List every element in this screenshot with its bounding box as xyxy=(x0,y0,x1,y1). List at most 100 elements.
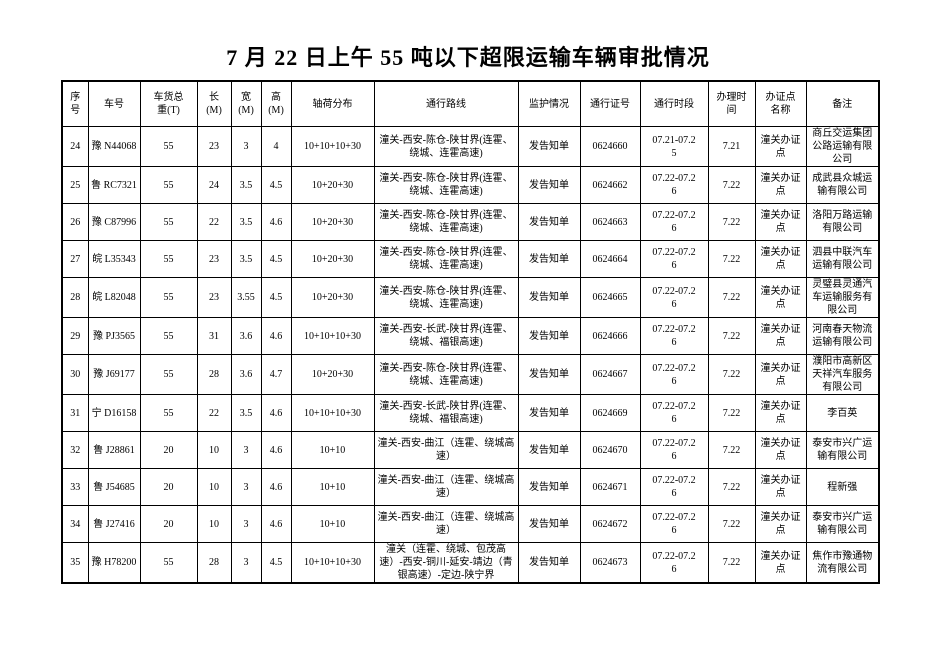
column-header: 办理时 间 xyxy=(707,80,756,127)
cell-valid-period: 07.22-07.26 xyxy=(639,166,709,204)
cell-route: 潼关-西安-曲江（连霍、绕城高速） xyxy=(373,505,519,543)
cell-route: 潼关-西安-陈仓-陕甘界(连霍、绕城、连霍高速) xyxy=(373,354,519,395)
cell-permit-no: 0624671 xyxy=(579,468,641,506)
cell-valid-period: 07.22-07.26 xyxy=(639,542,709,584)
cell-length: 10 xyxy=(196,431,232,469)
cell-remark: 焦作市豫通物流有限公司 xyxy=(805,542,880,584)
cell-total-weight: 20 xyxy=(139,505,198,543)
cell-route: 潼关-西安-曲江（连霍、绕城高速） xyxy=(373,468,519,506)
cell-remark: 灵璧县灵通汽车运输服务有限公司 xyxy=(805,277,880,318)
column-header: 通行路线 xyxy=(373,80,519,127)
cell-supervision: 发告知单 xyxy=(517,166,581,204)
cell-plate: 鲁 J27416 xyxy=(87,505,141,543)
column-header: 通行证号 xyxy=(579,80,641,127)
cell-plate: 皖 L82048 xyxy=(87,277,141,318)
cell-office-name: 潼关办证点 xyxy=(754,431,807,469)
cell-valid-period: 07.22-07.26 xyxy=(639,240,709,278)
cell-height: 4 xyxy=(260,126,292,167)
cell-process-date: 7.22 xyxy=(707,468,756,506)
cell-plate: 豫 C87996 xyxy=(87,203,141,241)
cell-total-weight: 20 xyxy=(139,468,198,506)
cell-height: 4.7 xyxy=(260,354,292,395)
cell-length: 31 xyxy=(196,317,232,355)
cell-width: 3 xyxy=(230,505,262,543)
cell-process-date: 7.21 xyxy=(707,126,756,167)
cell-valid-period: 07.22-07.26 xyxy=(639,505,709,543)
cell-height: 4.5 xyxy=(260,277,292,318)
cell-length: 24 xyxy=(196,166,232,204)
cell-seq: 27 xyxy=(61,240,89,278)
cell-permit-no: 0624665 xyxy=(579,277,641,318)
cell-total-weight: 55 xyxy=(139,354,198,395)
column-header: 序 号 xyxy=(61,80,89,127)
cell-length: 28 xyxy=(196,354,232,395)
cell-height: 4.6 xyxy=(260,468,292,506)
column-header: 办证点 名称 xyxy=(754,80,807,127)
cell-route: 潼关-西安-陈仓-陕甘界(连霍、绕城、连霍高速) xyxy=(373,126,519,167)
cell-office-name: 潼关办证点 xyxy=(754,354,807,395)
cell-height: 4.6 xyxy=(260,203,292,241)
table-row: 25 鲁 RC7321 55 24 3.5 4.5 10+20+30 潼关-西安-陈仓-陕甘界… xyxy=(61,166,880,204)
cell-valid-period: 07.21-07.25 xyxy=(639,126,709,167)
cell-remark: 商丘交运集团公路运输有限公司 xyxy=(805,126,880,167)
cell-axle-load: 10+10 xyxy=(290,468,375,506)
cell-seq: 30 xyxy=(61,354,89,395)
cell-axle-load: 10+10 xyxy=(290,431,375,469)
cell-width: 3 xyxy=(230,542,262,584)
table-row: 30 豫 J69177 55 28 3.6 4.7 10+20+30 潼关-西安-陈仓-陕甘界… xyxy=(61,354,880,395)
cell-total-weight: 55 xyxy=(139,166,198,204)
cell-width: 3.5 xyxy=(230,203,262,241)
cell-route: 潼关-西安-长武-陕甘界(连霍、绕城、福银高速) xyxy=(373,394,519,432)
table-row: 27 皖 L35343 55 23 3.5 4.5 10+20+30 潼关-西安-陈仓-陕甘界… xyxy=(61,240,880,278)
table-row: 34 鲁 J27416 20 10 3 4.6 10+10 潼关-西安-曲江（连霍、绕城高速）… xyxy=(61,505,880,543)
cell-permit-no: 0624670 xyxy=(579,431,641,469)
cell-height: 4.5 xyxy=(260,240,292,278)
table-row: 32 鲁 J28861 20 10 3 4.6 10+10 潼关-西安-曲江（连霍、绕城高速）… xyxy=(61,431,880,469)
cell-seq: 34 xyxy=(61,505,89,543)
cell-height: 4.6 xyxy=(260,394,292,432)
cell-process-date: 7.22 xyxy=(707,354,756,395)
column-header: 备注 xyxy=(805,80,880,127)
cell-valid-period: 07.22-07.26 xyxy=(639,394,709,432)
cell-axle-load: 10+10 xyxy=(290,505,375,543)
cell-plate: 豫 PJ3565 xyxy=(87,317,141,355)
cell-axle-load: 10+10+10+30 xyxy=(290,394,375,432)
cell-seq: 31 xyxy=(61,394,89,432)
cell-valid-period: 07.22-07.26 xyxy=(639,203,709,241)
cell-seq: 33 xyxy=(61,468,89,506)
cell-route: 潼关-西安-长武-陕甘界(连霍、绕城、福银高速) xyxy=(373,317,519,355)
cell-permit-no: 0624664 xyxy=(579,240,641,278)
cell-office-name: 潼关办证点 xyxy=(754,394,807,432)
cell-width: 3 xyxy=(230,431,262,469)
cell-process-date: 7.22 xyxy=(707,277,756,318)
cell-process-date: 7.22 xyxy=(707,240,756,278)
cell-total-weight: 55 xyxy=(139,203,198,241)
cell-supervision: 发告知单 xyxy=(517,468,581,506)
cell-axle-load: 10+10+10+30 xyxy=(290,542,375,584)
cell-supervision: 发告知单 xyxy=(517,505,581,543)
cell-route: 潼关-西安-曲江（连霍、绕城高速） xyxy=(373,431,519,469)
cell-height: 4.5 xyxy=(260,166,292,204)
cell-permit-no: 0624672 xyxy=(579,505,641,543)
cell-height: 4.5 xyxy=(260,542,292,584)
cell-route: 潼关-西安-陈仓-陕甘界(连霍、绕城、连霍高速) xyxy=(373,277,519,318)
cell-office-name: 潼关办证点 xyxy=(754,505,807,543)
cell-permit-no: 0624667 xyxy=(579,354,641,395)
cell-supervision: 发告知单 xyxy=(517,431,581,469)
column-header: 通行时段 xyxy=(639,80,709,127)
cell-permit-no: 0624673 xyxy=(579,542,641,584)
cell-width: 3.5 xyxy=(230,166,262,204)
cell-total-weight: 55 xyxy=(139,277,198,318)
cell-total-weight: 55 xyxy=(139,240,198,278)
cell-permit-no: 0624669 xyxy=(579,394,641,432)
cell-remark: 泗县中联汽车运输有限公司 xyxy=(805,240,880,278)
column-header: 宽 (M) xyxy=(230,80,262,127)
cell-length: 23 xyxy=(196,277,232,318)
table-header-row: 序 号车号 车货总 重(T) 长 (M) 宽 (M) 高 (M) 轴荷分布 通行路线 监护情况… xyxy=(61,80,880,127)
cell-office-name: 潼关办证点 xyxy=(754,203,807,241)
cell-remark: 程新强 xyxy=(805,468,880,506)
cell-axle-load: 10+10+10+30 xyxy=(290,317,375,355)
cell-height: 4.6 xyxy=(260,431,292,469)
cell-office-name: 潼关办证点 xyxy=(754,126,807,167)
